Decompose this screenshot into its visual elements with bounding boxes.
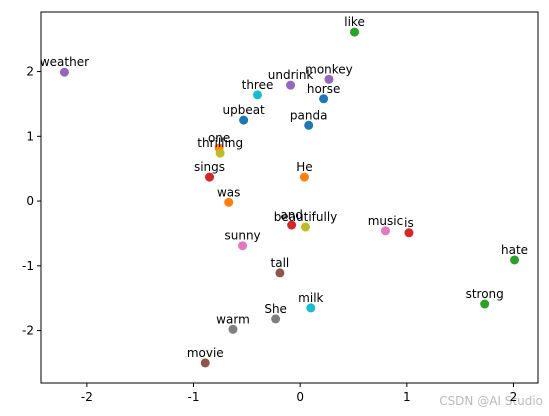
point (275, 268, 285, 278)
point-label: weather (40, 55, 89, 69)
point (319, 94, 329, 104)
point-label: monkey (305, 62, 353, 76)
y-tick-label: -1 (22, 259, 34, 273)
point (306, 303, 316, 313)
y-tick-label: -2 (22, 324, 34, 338)
watermark: CSDN @AI Studio (439, 394, 543, 408)
point-label: strong (466, 287, 504, 301)
point-label: She (264, 302, 287, 316)
point-label: music (368, 214, 403, 228)
point (350, 27, 360, 37)
point (224, 197, 234, 207)
point-label: thrilling (197, 136, 243, 150)
point (205, 172, 215, 182)
point-label: upbeat (222, 103, 265, 117)
x-tick-label: 0 (296, 390, 304, 404)
point (287, 220, 297, 230)
point-label: was (217, 185, 240, 199)
plot-frame (40, 11, 539, 384)
point (510, 255, 520, 265)
point (228, 324, 238, 334)
point (404, 228, 414, 238)
point (324, 74, 334, 84)
point (299, 172, 309, 182)
point-label: He (296, 160, 312, 174)
point (59, 67, 69, 77)
point-label: tall (271, 256, 290, 270)
y-tick-label: 2 (26, 65, 34, 79)
point-label: warm (216, 312, 250, 326)
point (200, 358, 210, 368)
y-tick-label: 1 (26, 129, 34, 143)
point-label: horse (307, 82, 341, 96)
x-tick-label: 1 (403, 390, 411, 404)
point-label: beautifully (274, 210, 338, 224)
point (380, 226, 390, 236)
point-label: one (208, 131, 230, 145)
point-label: panda (290, 108, 328, 122)
point-label: hate (501, 243, 528, 257)
point (286, 80, 296, 90)
point-label: is (404, 216, 414, 230)
point-label: milk (298, 291, 323, 305)
point (239, 115, 249, 125)
point (304, 120, 314, 130)
point-label: sings (194, 160, 225, 174)
point-label: undrink (268, 68, 314, 82)
point (238, 241, 248, 251)
point-label: three (242, 78, 274, 92)
point (271, 314, 281, 324)
point-label: sunny (224, 229, 260, 243)
point (480, 299, 490, 309)
point-label: movie (187, 346, 224, 360)
point (300, 222, 310, 232)
point (253, 90, 263, 100)
x-tick-label: -1 (188, 390, 200, 404)
x-tick-label: -2 (81, 390, 93, 404)
x-tick-label: 2 (510, 390, 518, 404)
point-label: like (344, 15, 365, 29)
point (215, 148, 225, 158)
point-label: and (280, 208, 303, 222)
y-tick-label: 0 (26, 194, 34, 208)
